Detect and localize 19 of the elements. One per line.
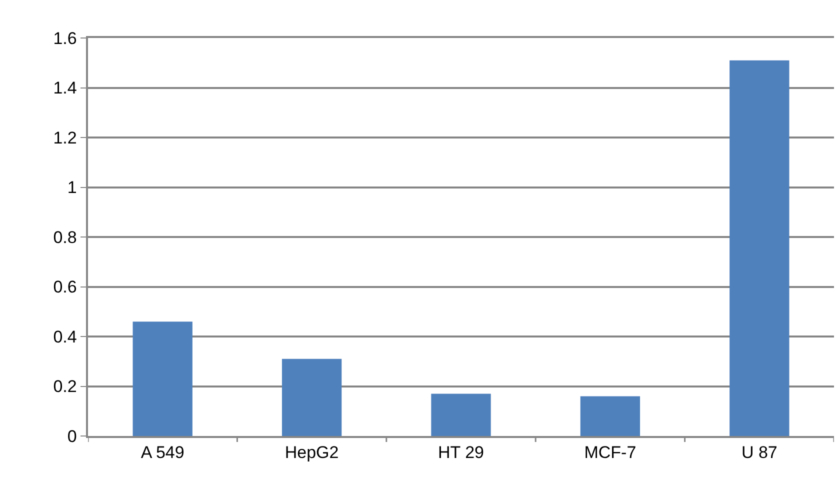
bar bbox=[431, 394, 491, 436]
x-tick-label: HepG2 bbox=[284, 443, 339, 462]
bar bbox=[282, 358, 342, 436]
y-tick-label: 0.2 bbox=[53, 377, 77, 396]
y-tick-label: 1.6 bbox=[53, 28, 77, 48]
bar bbox=[132, 322, 192, 436]
y-tick-label: 0.6 bbox=[53, 278, 77, 297]
y-tick-label: 1.2 bbox=[53, 128, 77, 148]
x-tick-label: MCF-7 bbox=[584, 443, 636, 462]
y-tick-label: 0 bbox=[67, 426, 77, 446]
x-tick-label: A 549 bbox=[140, 443, 184, 462]
bar bbox=[580, 396, 640, 436]
y-tick-label: 1 bbox=[67, 178, 77, 198]
y-tick-label: 0.8 bbox=[53, 228, 77, 247]
y-tick-label: 1.4 bbox=[53, 78, 77, 98]
x-tick-label: HT 29 bbox=[438, 443, 484, 462]
x-tick-label: U 87 bbox=[741, 443, 778, 462]
bar bbox=[730, 60, 790, 436]
y-tick-label: 0.4 bbox=[53, 327, 77, 346]
